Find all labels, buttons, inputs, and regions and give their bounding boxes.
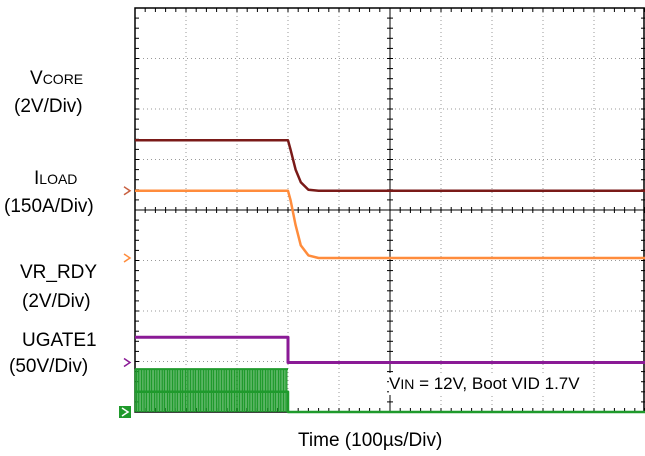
ground-markers [119,186,132,418]
vcore-trace [135,139,645,193]
vrrdy-label: VR_RDY [20,262,98,283]
vrrdy-scale: (2V/Div) [22,291,91,312]
vr-rdy-ground-marker [123,357,132,368]
vr-rdy-trace [135,335,645,364]
ugate1-scale: (50V/Div) [9,356,89,377]
iload-scale: (150A/Div) [4,196,94,217]
traces [134,139,645,414]
ugate1-ground-arrow [121,407,130,417]
vcore-ground-marker [123,186,132,196]
x-axis-label: Time (100µs/Div) [298,430,443,451]
iload-label: ILOAD [34,168,77,190]
ugate1-switching-pulses [134,368,288,412]
grid [134,7,645,413]
ugate1-label: UGATE1 [22,330,97,351]
iload-name: ILOAD [34,168,78,189]
vcore-label: VCORE [30,68,83,90]
vcore-scale: (2V/Div) [14,96,83,117]
ugate1-ground-marker [119,406,131,418]
condition-annotation: VIN = 12V, Boot VID 1.7V [389,373,580,395]
iload-ground-marker [123,253,132,263]
iload-trace [135,189,645,260]
vcore-name: VCORE [30,68,84,89]
